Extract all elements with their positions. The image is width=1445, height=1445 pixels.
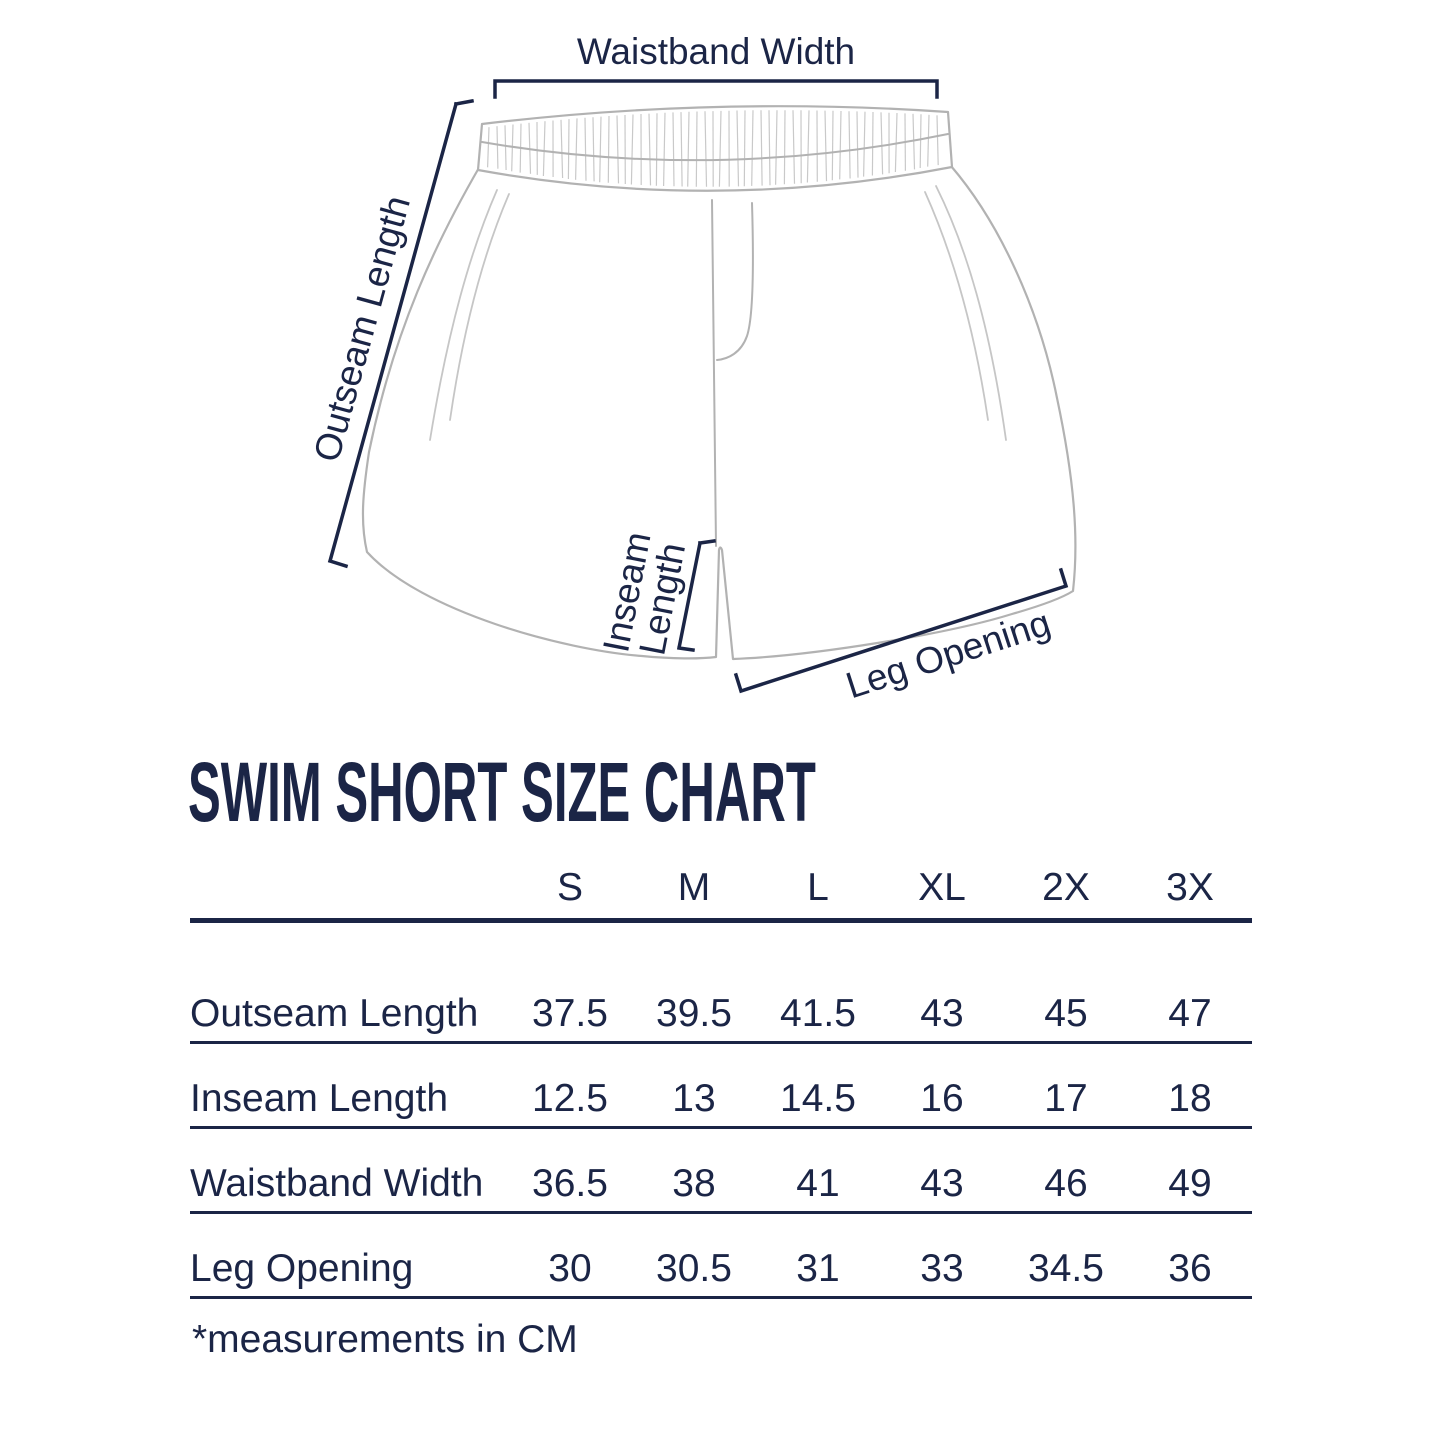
waistband-width-label: Waistband Width xyxy=(577,31,855,72)
size-value-cell: 36.5 xyxy=(532,1162,608,1205)
size-value-cell: 41.5 xyxy=(780,992,856,1035)
inseam-dimension-line xyxy=(676,539,716,652)
size-value-cell: 46 xyxy=(1044,1162,1088,1205)
waistband-ribs xyxy=(487,110,939,187)
left-pocket-inner-line xyxy=(449,193,510,421)
size-value-cell: 43 xyxy=(920,992,964,1035)
row-label: Leg Opening xyxy=(190,1247,414,1290)
row-label: Outseam Length xyxy=(190,992,479,1035)
size-value-cell: 34.5 xyxy=(1028,1247,1104,1290)
size-value-cell: 37.5 xyxy=(532,992,608,1035)
size-value-cell: 49 xyxy=(1168,1162,1212,1205)
size-value-cell: 12.5 xyxy=(532,1077,608,1120)
size-column-header: S xyxy=(556,866,583,909)
swim-short-diagram: Waistband Width Outseam Length Inseam Le… xyxy=(306,31,1077,706)
size-value-cell: 45 xyxy=(1044,992,1088,1035)
size-value-cell: 18 xyxy=(1168,1077,1212,1120)
row-label: Inseam Length xyxy=(190,1077,449,1120)
leg-opening-dimension-line xyxy=(733,567,1069,694)
right-pocket-line xyxy=(935,185,1007,441)
table-row: Leg Opening 30 30.5 31 33 34.5 36 xyxy=(190,1214,1252,1299)
size-table-header: S M L XL 2X 3X xyxy=(190,856,1252,923)
size-value-cell: 47 xyxy=(1168,992,1212,1035)
size-column-header: L xyxy=(807,866,829,909)
size-value-cell: 41 xyxy=(796,1162,840,1205)
size-value-cell: 16 xyxy=(920,1077,964,1120)
inseam-length-label: Inseam Length xyxy=(595,529,693,659)
size-value-cell: 33 xyxy=(920,1247,964,1290)
shorts-body-outline xyxy=(361,164,1077,661)
outseam-dimension-line xyxy=(327,98,475,569)
size-value-cell: 38 xyxy=(672,1162,716,1205)
size-table-body: Outseam Length 37.5 39.5 41.5 43 45 47 Inseam L… xyxy=(190,923,1252,1299)
table-row: Outseam Length 37.5 39.5 41.5 43 45 47 xyxy=(190,923,1252,1044)
size-value-cell: 43 xyxy=(920,1162,964,1205)
waistband xyxy=(476,105,954,192)
size-value-cell: 14.5 xyxy=(780,1077,856,1120)
size-value-cell: 17 xyxy=(1044,1077,1088,1120)
right-pocket-inner-line xyxy=(924,191,989,421)
row-label: Waistband Width xyxy=(190,1162,484,1205)
left-pocket-line xyxy=(429,189,498,441)
size-value-cell: 30.5 xyxy=(656,1247,732,1290)
units-footnote: *measurements in CM xyxy=(192,1318,578,1361)
size-column-header: M xyxy=(677,866,711,909)
page-title: SWIM SHORT SIZE CHART xyxy=(188,745,816,839)
size-value-cell: 30 xyxy=(548,1247,592,1290)
size-column-header: 3X xyxy=(1166,866,1214,909)
size-value-cell: 39.5 xyxy=(656,992,732,1035)
table-row: Inseam Length 12.5 13 14.5 16 17 18 xyxy=(190,1044,1252,1129)
fly-j-stitch xyxy=(716,202,754,361)
size-table: S M L XL 2X 3X Outseam Length 37.5 39.5 41.5 43 45… xyxy=(190,856,1252,1299)
size-value-cell: 36 xyxy=(1168,1247,1212,1290)
size-column-header: 2X xyxy=(1042,866,1090,909)
waistband-seam xyxy=(481,133,949,162)
size-value-cell: 31 xyxy=(796,1247,840,1290)
size-value-cell: 13 xyxy=(672,1077,716,1120)
waistband-width-bracket xyxy=(493,79,939,99)
fly-center-line xyxy=(711,199,717,547)
size-column-header: XL xyxy=(918,866,966,909)
table-row: Waistband Width 36.5 38 41 43 46 49 xyxy=(190,1129,1252,1214)
